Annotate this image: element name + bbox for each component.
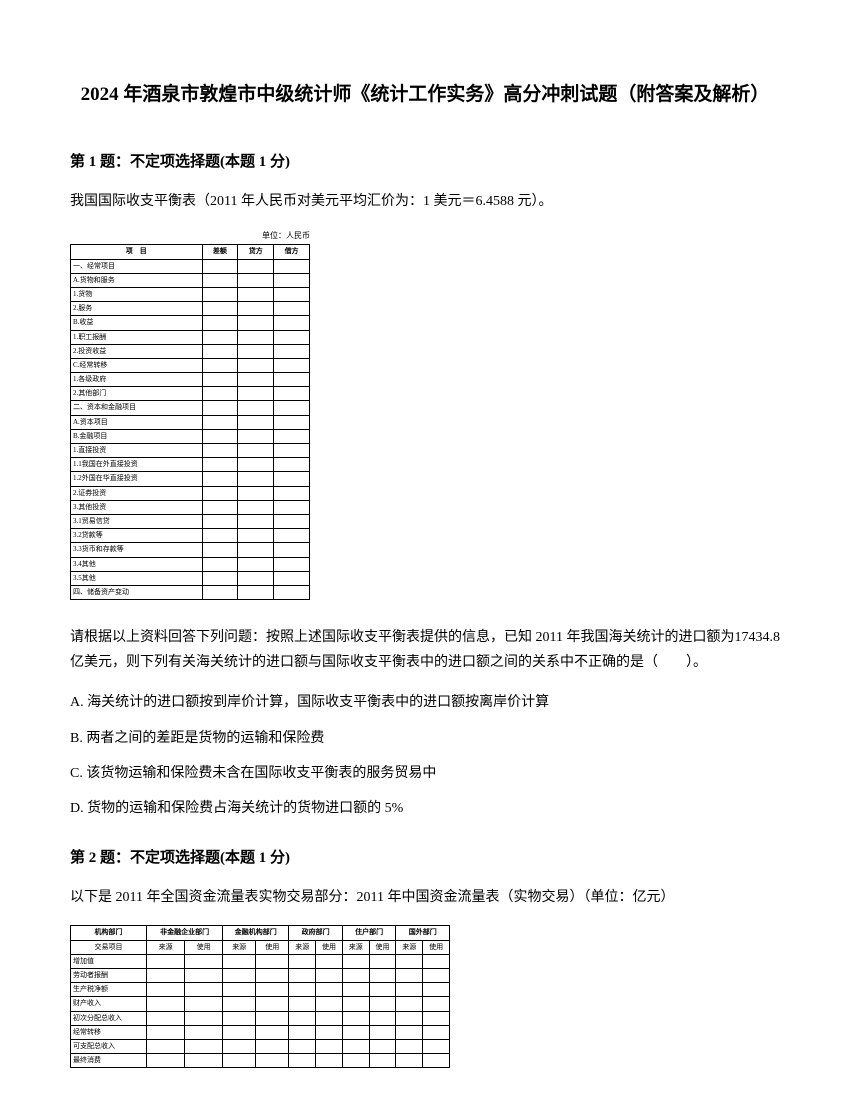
- page-title: 2024 年酒泉市敦煌市中级统计师《统计工作实务》高分冲刺试题（附答案及解析）: [70, 80, 780, 110]
- q1-followup: 请根据以上资料回答下列问题：按照上述国际收支平衡表提供的信息，已知 2011 年…: [70, 625, 780, 675]
- q1-option-c: C. 该货物运输和保险费未含在国际收支平衡表的服务贸易中: [70, 761, 780, 786]
- q1-table-unit: 单位：人民币: [70, 230, 310, 243]
- q1-option-d: D. 货物的运输和保险费占海关统计的货物进口额的 5%: [70, 796, 780, 821]
- q2-table: 机构部门非金融企业部门金融机构部门政府部门住户部门国外部门交易项目来源使用来源使…: [70, 925, 450, 1068]
- q2-header: 第 2 题：不定项选择题(本题 1 分): [70, 846, 780, 870]
- q1-option-b: B. 两者之间的差距是货物的运输和保险费: [70, 726, 780, 751]
- q1-option-a: A. 海关统计的进口额按到岸价计算，国际收支平衡表中的进口额按离岸价计算: [70, 690, 780, 715]
- q2-text: 以下是 2011 年全国资金流量表实物交易部分：2011 年中国资金流量表（实物…: [70, 885, 780, 910]
- q1-text: 我国国际收支平衡表（2011 年人民币对美元平均汇价为：1 美元＝6.4588 …: [70, 189, 780, 214]
- q1-table: 项 目差额贷方借方一、经常项目A.货物和服务1.货物2.服务B.收益1.职工报酬…: [70, 244, 310, 600]
- q2-table-container: 机构部门非金融企业部门金融机构部门政府部门住户部门国外部门交易项目来源使用来源使…: [70, 925, 780, 1068]
- q1-header: 第 1 题：不定项选择题(本题 1 分): [70, 150, 780, 174]
- q1-table-container: 单位：人民币 项 目差额贷方借方一、经常项目A.货物和服务1.货物2.服务B.收…: [70, 230, 780, 600]
